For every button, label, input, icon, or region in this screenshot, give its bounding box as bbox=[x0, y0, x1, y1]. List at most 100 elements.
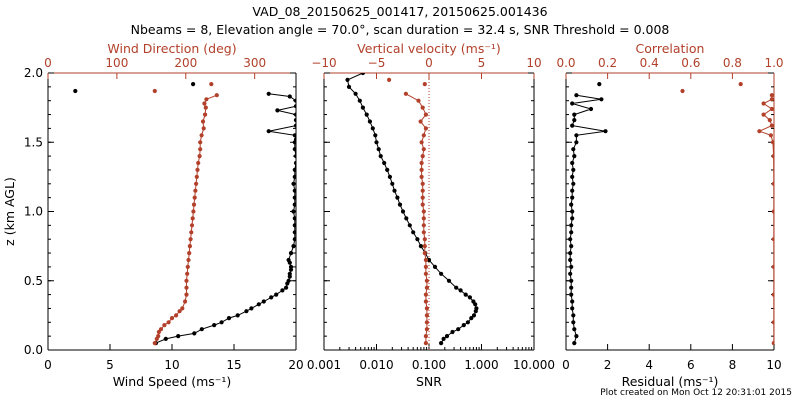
x-top-tick-label: 200 bbox=[174, 56, 197, 70]
data-point bbox=[424, 306, 429, 311]
data-point bbox=[226, 316, 232, 321]
data-point bbox=[588, 106, 594, 112]
data-point bbox=[467, 295, 472, 300]
data-point bbox=[353, 91, 358, 96]
data-point bbox=[461, 323, 466, 328]
data-point bbox=[392, 188, 397, 193]
data-point bbox=[293, 137, 296, 142]
data-point bbox=[568, 257, 573, 263]
x-top-tick-label: 0.0 bbox=[556, 56, 575, 70]
plot-area bbox=[345, 73, 479, 346]
data-point bbox=[187, 244, 192, 249]
data-point bbox=[463, 292, 468, 297]
data-point bbox=[771, 320, 774, 325]
x-bottom-tick-label: 20 bbox=[288, 358, 303, 372]
x-top-tick-label: −10 bbox=[311, 56, 336, 70]
x-bottom-tick-label: 0.100 bbox=[412, 358, 446, 372]
x-bottom-tick-label: 0.010 bbox=[359, 358, 393, 372]
x-bottom-tick-label: 2 bbox=[604, 358, 612, 372]
data-point bbox=[771, 264, 774, 269]
x-bottom-tick-label: 1.000 bbox=[464, 358, 498, 372]
data-point bbox=[292, 202, 296, 207]
data-point bbox=[191, 82, 196, 87]
data-point bbox=[209, 82, 214, 87]
data-point bbox=[597, 82, 602, 87]
data-point bbox=[454, 285, 459, 290]
data-point bbox=[423, 257, 428, 263]
data-point bbox=[166, 320, 171, 325]
data-point bbox=[292, 133, 296, 138]
data-point bbox=[198, 140, 203, 145]
x-bottom-tick-label: 0 bbox=[562, 358, 570, 372]
data-point bbox=[192, 331, 197, 336]
data-point bbox=[570, 209, 575, 214]
data-point bbox=[191, 209, 196, 214]
data-point bbox=[446, 278, 452, 283]
data-point bbox=[288, 264, 294, 269]
data-point bbox=[419, 140, 424, 145]
data-point bbox=[680, 88, 685, 94]
figure-subtitle: Nbeams = 8, Elevation angle = 70.0°, sca… bbox=[131, 22, 670, 37]
data-point bbox=[376, 147, 381, 152]
data-point bbox=[284, 285, 289, 290]
data-point bbox=[287, 94, 292, 99]
data-point bbox=[420, 154, 425, 159]
data-point bbox=[404, 216, 409, 221]
data-point bbox=[360, 105, 365, 110]
data-point bbox=[395, 195, 400, 200]
data-point bbox=[214, 93, 219, 98]
data-point bbox=[378, 154, 383, 159]
data-point bbox=[184, 278, 189, 283]
data-point bbox=[568, 271, 573, 276]
data-point bbox=[424, 327, 429, 332]
plot-area bbox=[568, 82, 774, 346]
data-point bbox=[574, 133, 579, 138]
data-point bbox=[169, 316, 175, 321]
data-point bbox=[387, 77, 392, 82]
data-point bbox=[158, 327, 164, 332]
panel-residual: 0 2 4 6 8 10 0.0 0.2 0.4 0.6 0.8 1.0 Residual (ms⁻¹)… bbox=[556, 41, 783, 389]
x-bottom-tick-label: 0.001 bbox=[307, 358, 341, 372]
data-point bbox=[266, 91, 271, 96]
data-point bbox=[292, 216, 296, 221]
data-point bbox=[423, 341, 428, 346]
data-point bbox=[420, 181, 425, 186]
data-point bbox=[432, 264, 438, 269]
data-point bbox=[418, 244, 423, 249]
data-point bbox=[407, 223, 412, 228]
data-point bbox=[156, 334, 161, 339]
data-point bbox=[419, 167, 424, 172]
data-point bbox=[390, 181, 395, 186]
data-point bbox=[266, 129, 271, 134]
x-bottom-tick-label: 5 bbox=[106, 358, 114, 372]
data-point bbox=[199, 133, 204, 138]
data-point bbox=[293, 154, 296, 159]
data-point bbox=[603, 129, 608, 134]
data-point bbox=[411, 230, 416, 235]
data-point bbox=[421, 230, 426, 235]
data-point bbox=[73, 88, 78, 94]
data-point bbox=[204, 97, 209, 102]
data-point bbox=[367, 119, 372, 124]
data-point bbox=[152, 341, 157, 346]
data-point bbox=[421, 209, 426, 214]
panel-snr: 0.001 0.010 0.100 1.000 10.000 −10 −5 0 5 10 SNR Ve… bbox=[307, 41, 555, 389]
data-point bbox=[570, 160, 575, 166]
data-point bbox=[195, 167, 200, 172]
data-point bbox=[418, 119, 423, 124]
data-point bbox=[163, 336, 168, 341]
x-bottom-axis-label: SNR bbox=[416, 374, 442, 389]
data-point bbox=[235, 313, 240, 318]
data-point bbox=[291, 209, 296, 214]
data-point bbox=[570, 195, 575, 200]
data-point bbox=[426, 257, 432, 263]
data-point bbox=[422, 82, 427, 87]
data-point bbox=[422, 251, 427, 256]
data-point bbox=[420, 105, 425, 110]
x-top-axis-label: Vertical velocity (ms⁻¹) bbox=[357, 41, 501, 56]
x-top-tick-label: 0.8 bbox=[723, 56, 742, 70]
data-point bbox=[189, 230, 194, 235]
data-point bbox=[599, 97, 604, 102]
data-point bbox=[194, 174, 199, 179]
